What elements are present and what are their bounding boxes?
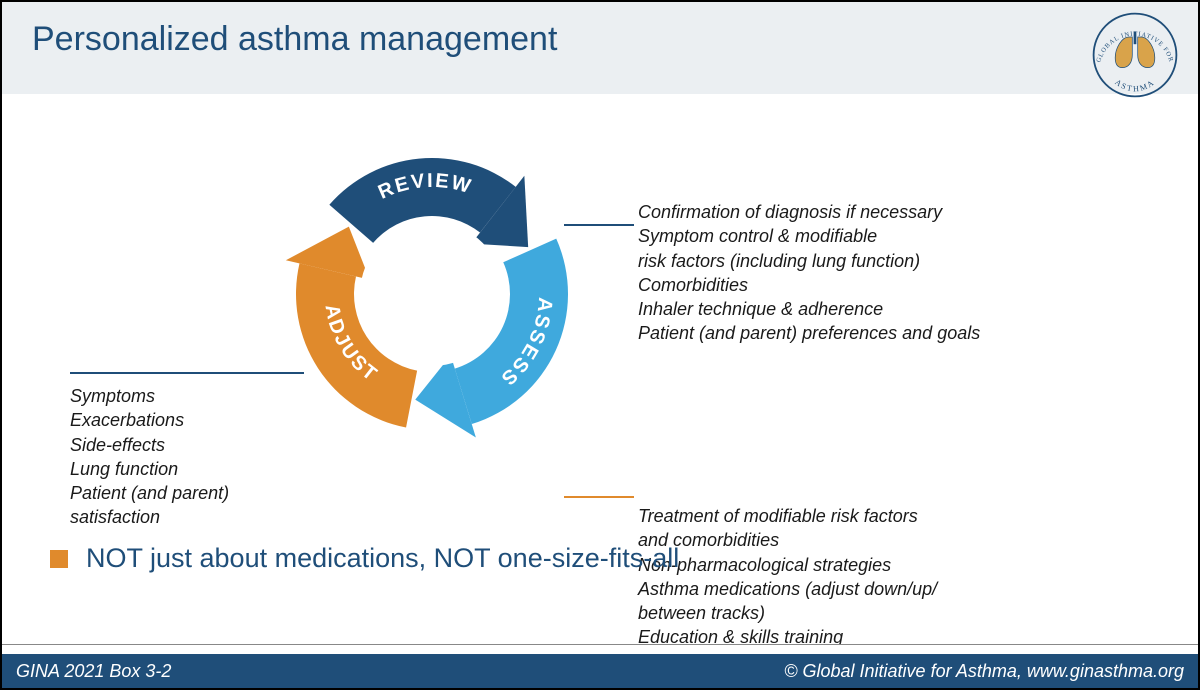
- text-line: Symptom control & modifiable: [638, 224, 980, 248]
- text-line: Lung function: [70, 457, 229, 481]
- adjust-connector-line: [564, 496, 634, 498]
- review-text-block: SymptomsExacerbationsSide-effectsLung fu…: [70, 384, 229, 530]
- text-line: Non-pharmacological strategies: [638, 553, 937, 577]
- slide-body: ASSESSADJUSTREVIEW Confirmation of diagn…: [2, 94, 1198, 644]
- header-bar: Personalized asthma management GLOBAL IN…: [2, 2, 1198, 94]
- text-line: Side-effects: [70, 433, 229, 457]
- logo-bottom-text: ASTHMA: [1113, 78, 1156, 94]
- footer-bar: GINA 2021 Box 3-2 © Global Initiative fo…: [2, 654, 1198, 688]
- text-line: Symptoms: [70, 384, 229, 408]
- slide: Personalized asthma management GLOBAL IN…: [0, 0, 1200, 690]
- text-line: Exacerbations: [70, 408, 229, 432]
- review-connector-line: [70, 372, 304, 374]
- footer-left: GINA 2021 Box 3-2: [16, 661, 171, 682]
- bullet-marker-icon: [50, 550, 68, 568]
- text-line: satisfaction: [70, 505, 229, 529]
- text-line: between tracks): [638, 601, 937, 625]
- text-line: Confirmation of diagnosis if necessary: [638, 200, 980, 224]
- key-message-row: NOT just about medications, NOT one-size…: [50, 543, 679, 574]
- assess-connector-line: [564, 224, 634, 226]
- text-line: Treatment of modifiable risk factors: [638, 504, 937, 528]
- assess-text-block: Confirmation of diagnosis if necessarySy…: [638, 200, 980, 346]
- adjust-text-block: Treatment of modifiable risk factorsand …: [638, 504, 937, 650]
- svg-text:ASTHMA: ASTHMA: [1113, 78, 1156, 94]
- text-line: Inhaler technique & adherence: [638, 297, 980, 321]
- text-line: risk factors (including lung function): [638, 249, 980, 273]
- gina-logo: GLOBAL INITIATIVE FOR ASTHMA: [1090, 10, 1180, 100]
- text-line: Comorbidities: [638, 273, 980, 297]
- text-line: Patient (and parent): [70, 481, 229, 505]
- text-line: Patient (and parent) preferences and goa…: [638, 321, 980, 345]
- slide-title: Personalized asthma management: [32, 20, 1168, 59]
- cycle-diagram: ASSESSADJUSTREVIEW: [272, 124, 592, 444]
- text-line: Asthma medications (adjust down/up/: [638, 577, 937, 601]
- footer-divider: [2, 644, 1198, 654]
- key-message-text: NOT just about medications, NOT one-size…: [86, 543, 679, 574]
- text-line: and comorbidities: [638, 528, 937, 552]
- footer-right: © Global Initiative for Asthma, www.gina…: [784, 661, 1184, 682]
